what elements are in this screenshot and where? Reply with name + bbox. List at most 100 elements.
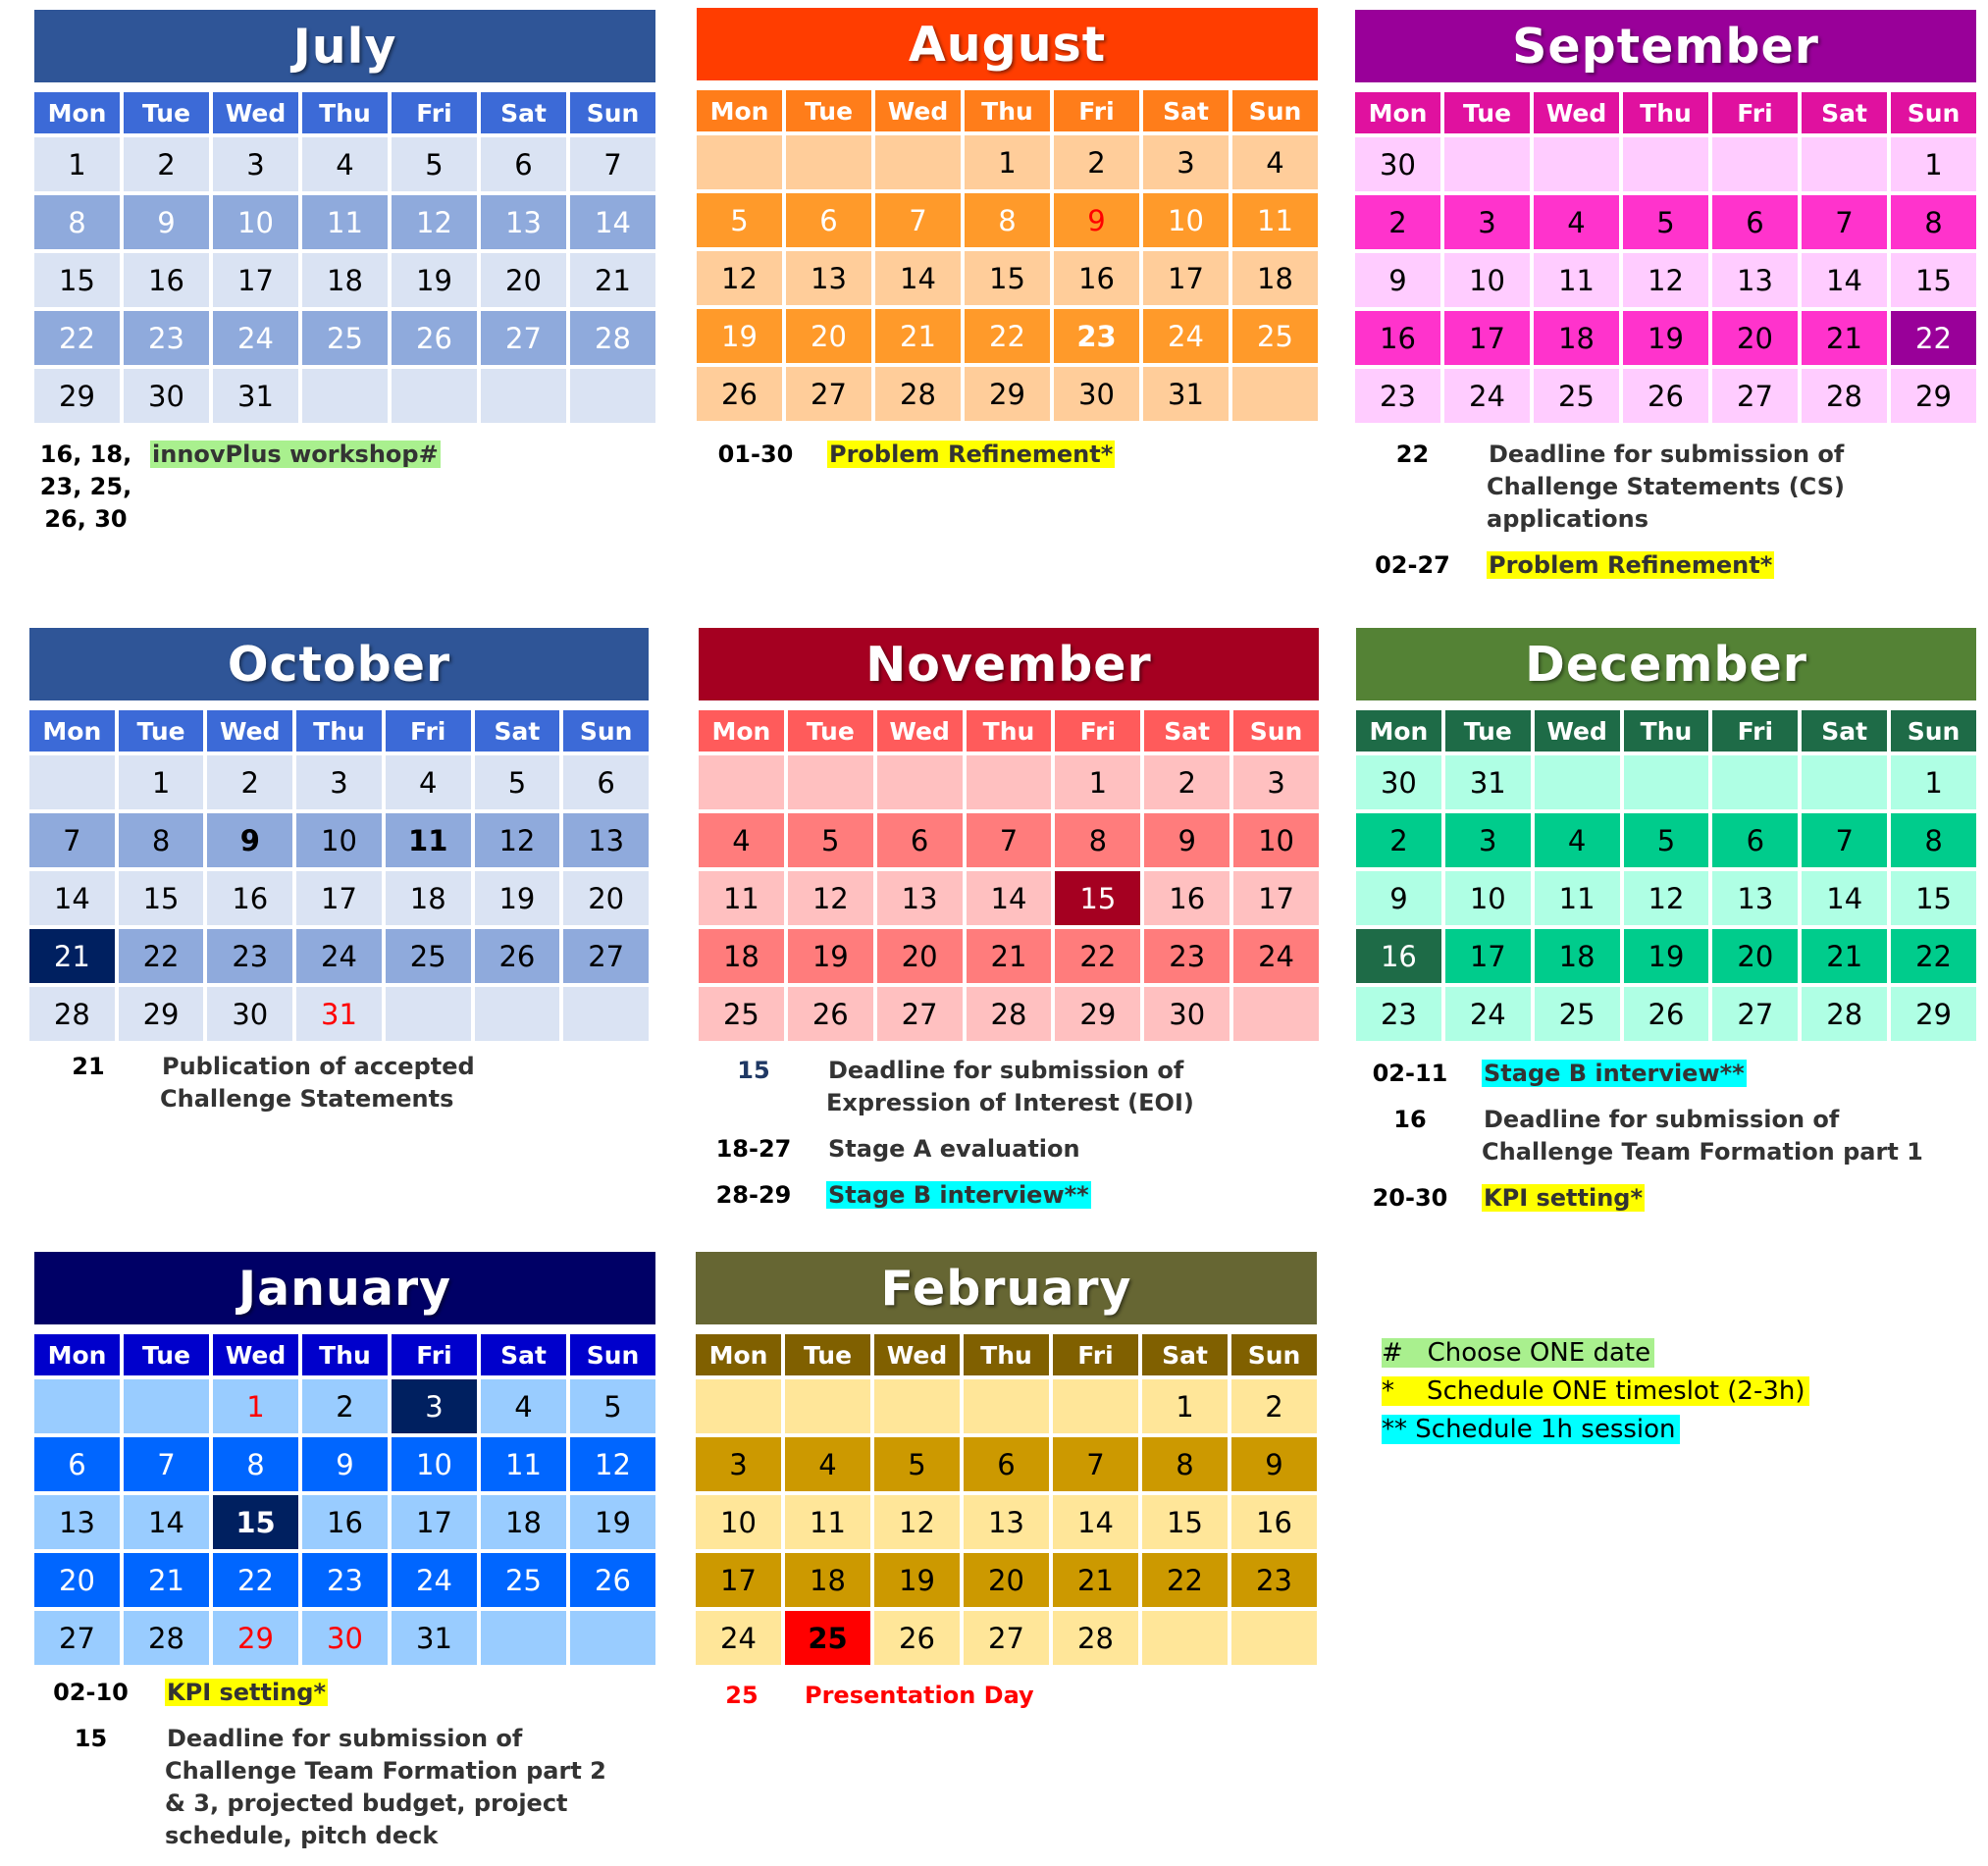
day-cell: 17: [1233, 871, 1319, 925]
event-note: 02-10 KPI setting*: [34, 1677, 623, 1709]
empty-day-cell: [1053, 1379, 1138, 1433]
empty-day-cell: [29, 755, 115, 809]
event-note: 18-27 Stage A evaluation: [699, 1133, 1307, 1166]
day-cell: 13: [1712, 871, 1799, 925]
event-note: 20-30 KPI setting*: [1356, 1182, 1955, 1215]
notes-november: 15 Deadline for submission of Expression …: [699, 1055, 1307, 1225]
day-cell: 15: [1891, 871, 1976, 925]
event-text: Deadline for submission of Challenge Tea…: [165, 1725, 606, 1849]
weekday-header-mon: Mon: [34, 1334, 120, 1375]
day-cell: 16: [302, 1495, 388, 1549]
weekday-header-thu: Thu: [964, 1334, 1049, 1375]
day-cell: 13: [964, 1495, 1049, 1549]
day-cell: 12: [697, 251, 782, 305]
day-cell: 19: [474, 871, 560, 925]
day-cell: 23: [1231, 1553, 1317, 1607]
empty-day-cell: [876, 755, 963, 809]
day-cell: 13: [1712, 253, 1798, 307]
weekday-header-sat: Sat: [1142, 1334, 1228, 1375]
weekday-header-tue: Tue: [785, 1334, 870, 1375]
day-cell: 8: [34, 195, 120, 249]
day-cell: 24: [1444, 987, 1531, 1041]
calendar-grid: Mon Tue Wed Thu Fri Sat Sun 1 2 3 4 5 6 7 8 9 10 11 12 13 14…: [696, 1334, 1317, 1665]
day-cell: 13: [876, 871, 963, 925]
event-date: 15: [737, 1057, 770, 1084]
day-cell: 1: [1891, 137, 1976, 191]
day-cell: 9: [1231, 1437, 1317, 1491]
day-cell: 10: [1444, 871, 1531, 925]
day-cell: 28: [1802, 987, 1888, 1041]
event-note: 15 Deadline for submission of Challenge T…: [34, 1723, 623, 1852]
day-cell: 7: [124, 1437, 209, 1491]
day-cell: 23: [302, 1553, 388, 1607]
day-cell: 4: [1534, 195, 1619, 249]
weekday-header-sun: Sun: [1891, 92, 1976, 133]
day-cell: 19: [697, 309, 782, 363]
day-cell: 14: [966, 871, 1052, 925]
day-cell: 16: [124, 253, 209, 307]
day-cell: 6: [481, 137, 566, 191]
weekday-header-tue: Tue: [786, 90, 871, 131]
day-cell: 16: [1356, 929, 1441, 983]
day-cell: 14: [29, 871, 115, 925]
day-cell: 22: [1891, 311, 1976, 365]
day-cell: 5: [874, 1437, 960, 1491]
day-cell: 3: [213, 137, 298, 191]
day-cell: 31: [213, 369, 298, 423]
day-cell: 6: [1712, 195, 1798, 249]
day-cell: 17: [296, 871, 382, 925]
day-cell: 11: [385, 813, 471, 867]
month-august: August Mon Tue Wed Thu Fri Sat Sun 1 2 3 4 5 6 7 8 9 10 1…: [697, 8, 1318, 421]
weekday-header-fri: Fri: [385, 710, 471, 752]
weekday-header-tue: Tue: [787, 710, 873, 752]
day-cell: 30: [124, 369, 209, 423]
day-cell: 29: [213, 1611, 298, 1665]
day-cell: 6: [786, 193, 871, 247]
day-cell: 18: [1534, 929, 1620, 983]
weekday-header-mon: Mon: [696, 1334, 781, 1375]
day-cell: 25: [785, 1611, 870, 1665]
event-text: Stage B interview**: [1482, 1060, 1747, 1087]
event-text: innovPlus workshop#: [150, 441, 441, 468]
day-cell: 7: [29, 813, 115, 867]
weekday-header-thu: Thu: [302, 1334, 388, 1375]
day-cell: 16: [207, 871, 293, 925]
day-cell: 18: [302, 253, 388, 307]
weekday-header-thu: Thu: [296, 710, 382, 752]
day-cell: 10: [392, 1437, 477, 1491]
day-cell: 12: [1623, 871, 1709, 925]
day-cell: 21: [966, 929, 1052, 983]
day-cell: 31: [1143, 367, 1229, 421]
day-cell: 15: [213, 1495, 298, 1549]
month-title: February: [696, 1252, 1317, 1324]
day-cell: 11: [699, 871, 784, 925]
day-cell: 2: [1144, 755, 1230, 809]
day-cell: 8: [1891, 195, 1976, 249]
empty-day-cell: [1712, 755, 1799, 809]
weekday-header-sun: Sun: [1232, 90, 1318, 131]
day-cell: 2: [1356, 813, 1441, 867]
empty-day-cell: [1623, 755, 1709, 809]
day-cell: 10: [213, 195, 298, 249]
day-cell: 24: [296, 929, 382, 983]
calendar-grid: Mon Tue Wed Thu Fri Sat Sun 30 31 1 2 3 4 5 6 7 8 9 10 11 12…: [1356, 710, 1976, 1041]
day-cell: 12: [570, 1437, 655, 1491]
day-cell: 23: [1356, 987, 1441, 1041]
day-cell: 28: [29, 987, 115, 1041]
empty-day-cell: [34, 1379, 120, 1433]
event-date: 15: [74, 1725, 108, 1752]
weekday-header-wed: Wed: [876, 710, 963, 752]
event-date: 16: [1393, 1106, 1427, 1133]
weekday-header-fri: Fri: [1712, 92, 1798, 133]
day-cell: 23: [124, 311, 209, 365]
weekday-header-thu: Thu: [302, 92, 388, 133]
day-cell: 22: [34, 311, 120, 365]
day-cell: 29: [34, 369, 120, 423]
weekday-header-sat: Sat: [481, 92, 566, 133]
day-cell: 22: [1055, 929, 1141, 983]
day-cell: 3: [1444, 813, 1531, 867]
calendar-grid: Mon Tue Wed Thu Fri Sat Sun 1 2 3 4 5 6 7 8 9 10 11 12 13 14…: [34, 1334, 655, 1665]
day-cell: 10: [1233, 813, 1319, 867]
empty-day-cell: [392, 369, 477, 423]
day-cell: 21: [1802, 311, 1887, 365]
